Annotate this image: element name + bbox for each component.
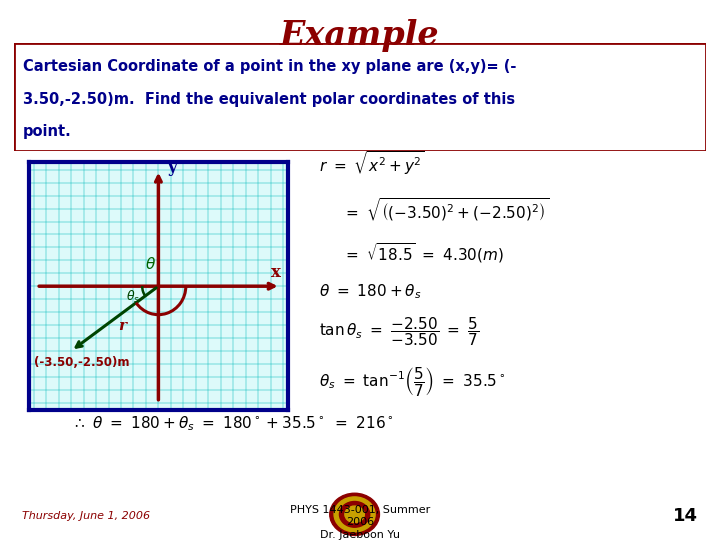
FancyBboxPatch shape: [14, 43, 706, 151]
Text: 14: 14: [673, 507, 698, 525]
Text: $r\ =\ \sqrt{x^2+y^2}$: $r\ =\ \sqrt{x^2+y^2}$: [319, 149, 425, 177]
Text: $\theta_s$: $\theta_s$: [126, 288, 140, 305]
Text: Example: Example: [280, 19, 440, 52]
Circle shape: [340, 502, 370, 527]
Text: PHYS 1443-001, Summer: PHYS 1443-001, Summer: [290, 505, 430, 515]
Text: Thursday, June 1, 2006: Thursday, June 1, 2006: [22, 511, 150, 521]
Circle shape: [334, 497, 375, 532]
Text: $\therefore\ \theta\ =\ 180+\theta_s\ =\ 180^\circ+35.5^\circ\ =\ 216^\circ$: $\therefore\ \theta\ =\ 180+\theta_s\ =\…: [72, 415, 394, 433]
Text: 2006: 2006: [346, 517, 374, 527]
Text: $\theta$: $\theta$: [145, 256, 156, 272]
Text: 3.50,-2.50)m.  Find the equivalent polar coordinates of this: 3.50,-2.50)m. Find the equivalent polar …: [23, 92, 515, 107]
Text: $=\ \sqrt{\left((-3.50)^2+(-2.50)^2\right)}$: $=\ \sqrt{\left((-3.50)^2+(-2.50)^2\righ…: [343, 197, 550, 224]
Text: $=\ \sqrt{18.5}\ =\ 4.30(m)$: $=\ \sqrt{18.5}\ =\ 4.30(m)$: [343, 241, 504, 265]
Text: (-3.50,-2.50)m: (-3.50,-2.50)m: [34, 356, 130, 369]
Text: $\theta\ =\ 180+\theta_s$: $\theta\ =\ 180+\theta_s$: [319, 282, 421, 301]
Text: point.: point.: [23, 124, 71, 139]
Circle shape: [345, 506, 364, 523]
Circle shape: [330, 493, 379, 536]
Text: Cartesian Coordinate of a point in the xy plane are (x,y)= (-: Cartesian Coordinate of a point in the x…: [23, 59, 516, 75]
Text: $\tan\theta_s\ =\ \dfrac{-2.50}{-3.50}\ =\ \dfrac{5}{7}$: $\tan\theta_s\ =\ \dfrac{-2.50}{-3.50}\ …: [319, 315, 480, 348]
Text: $\theta_s\ =\ \tan^{-1}\!\left(\dfrac{5}{7}\right)\ =\ 35.5^\circ$: $\theta_s\ =\ \tan^{-1}\!\left(\dfrac{5}…: [319, 366, 505, 399]
Text: y: y: [167, 159, 176, 177]
Text: Dr. Jaeboon Yu: Dr. Jaeboon Yu: [320, 530, 400, 539]
Text: x: x: [271, 264, 281, 281]
Text: r: r: [118, 319, 126, 333]
